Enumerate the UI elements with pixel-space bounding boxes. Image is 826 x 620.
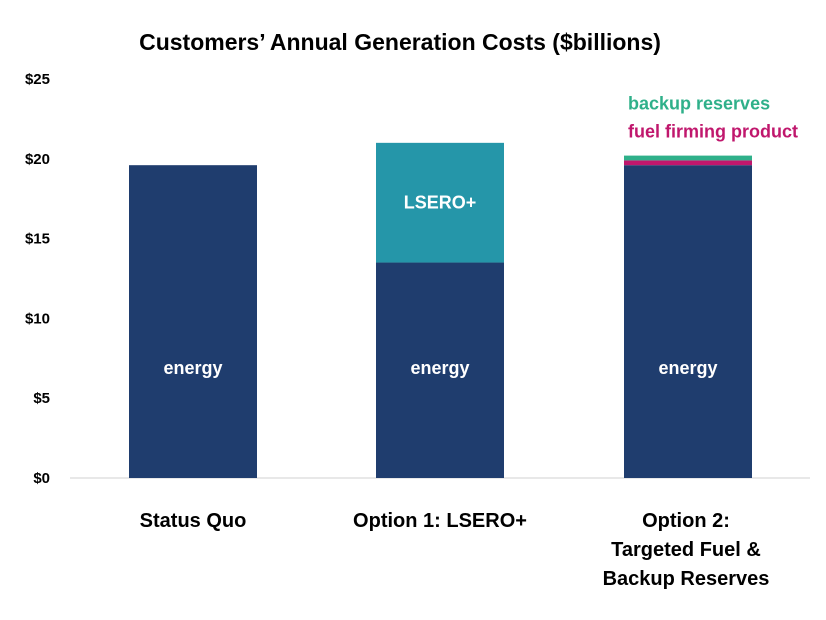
chart-title: Customers’ Annual Generation Costs ($bil…	[139, 29, 661, 55]
segment-label: energy	[410, 358, 469, 378]
segment-label: LSERO+	[404, 193, 477, 213]
bar-energy-1	[376, 262, 504, 478]
x-category-label: Status Quo	[140, 510, 247, 532]
bar-energy-2	[624, 165, 752, 478]
x-category-label: Option 2:	[642, 510, 730, 532]
y-tick-label: $25	[25, 71, 50, 88]
bar-backup-reserves-2	[624, 155, 752, 161]
bars	[129, 142, 752, 478]
x-category-label: Option 1: LSERO+	[353, 510, 527, 532]
x-category-label: Backup Reserves	[603, 568, 770, 590]
annotation-label: fuel firming product	[628, 122, 798, 142]
segment-label: energy	[163, 358, 222, 378]
x-axis-categories: Status Quo Option 1: LSERO+ Option 2: Targe…	[140, 510, 770, 590]
segment-label: energy	[658, 358, 717, 378]
bar-fuel-firming-product-2	[624, 160, 752, 166]
x-category-label: Targeted Fuel &	[611, 539, 761, 561]
segment-labels: energy energy LSERO+ energy	[163, 193, 717, 378]
y-tick-label: $15	[25, 231, 50, 248]
y-axis: $0 $5 $10 $15 $20 $25	[25, 71, 50, 487]
bar-energy-0	[129, 165, 257, 478]
annotation-label: backup reserves	[628, 94, 770, 114]
y-tick-label: $0	[33, 470, 50, 487]
y-tick-label: $5	[33, 390, 50, 407]
annotations: backup reserves fuel firming product	[628, 94, 798, 142]
y-tick-label: $20	[25, 151, 50, 168]
y-tick-label: $10	[25, 310, 50, 327]
bar-lsero--1	[376, 142, 504, 263]
